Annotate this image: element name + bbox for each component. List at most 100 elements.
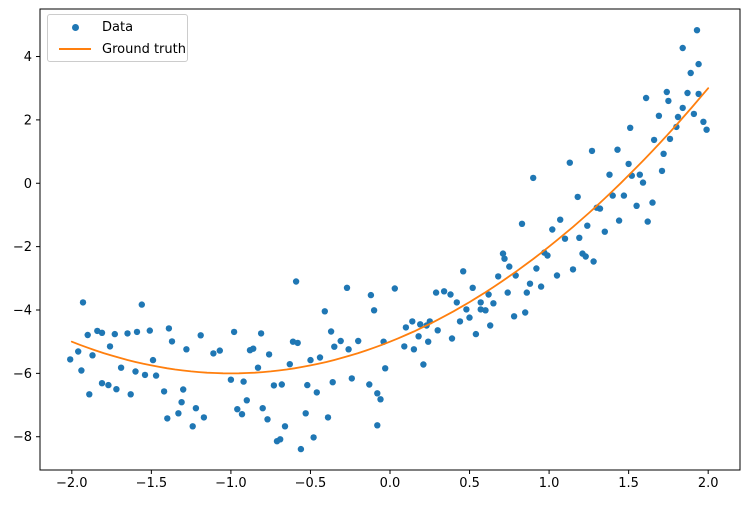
- data-point: [561, 235, 569, 242]
- data-point: [270, 382, 278, 389]
- data-point: [615, 217, 623, 224]
- x-tick-label: −2.0: [56, 476, 88, 491]
- data-point: [234, 406, 241, 413]
- y-tick-label: 0: [24, 177, 32, 192]
- data-point: [113, 386, 120, 393]
- data-point: [660, 150, 667, 157]
- data-point: [409, 318, 416, 325]
- data-point: [417, 321, 424, 328]
- data-point: [316, 354, 324, 361]
- data-point: [180, 386, 187, 393]
- data-point: [210, 350, 217, 357]
- y-tick-label: 4: [24, 50, 32, 65]
- data-point: [127, 391, 134, 398]
- data-point: [160, 388, 168, 395]
- data-point: [189, 423, 196, 430]
- data-point: [434, 327, 441, 334]
- data-point: [425, 338, 432, 345]
- data-point: [382, 365, 389, 372]
- data-point: [530, 174, 537, 182]
- data-point: [537, 283, 545, 290]
- data-point: [133, 328, 141, 336]
- data-point: [370, 307, 378, 314]
- data-point: [401, 343, 408, 350]
- data-point: [533, 265, 540, 272]
- data-point: [111, 330, 119, 338]
- data-point: [448, 335, 456, 342]
- data-point: [636, 171, 643, 178]
- data-point: [453, 299, 460, 306]
- data-point: [477, 306, 484, 313]
- data-point: [649, 199, 656, 206]
- data-point: [343, 284, 351, 291]
- data-point: [625, 160, 632, 168]
- data-point: [522, 309, 529, 316]
- data-point: [277, 436, 284, 443]
- data-point: [447, 291, 454, 298]
- data-point: [192, 405, 200, 412]
- data-point: [510, 313, 518, 320]
- data-point: [576, 234, 583, 241]
- data-point: [257, 330, 265, 337]
- data-point: [557, 216, 564, 223]
- data-point: [463, 306, 470, 313]
- data-point: [264, 416, 271, 423]
- data-point: [355, 337, 362, 345]
- data-point: [374, 390, 381, 397]
- data-point: [138, 301, 145, 308]
- data-point: [106, 343, 114, 350]
- x-tick-label: 1.0: [539, 476, 560, 491]
- data-point: [98, 329, 106, 336]
- data-point: [606, 171, 613, 178]
- data-point: [329, 379, 336, 386]
- data-point: [544, 252, 551, 259]
- x-tick-label: 1.5: [618, 476, 639, 491]
- x-tick-label: −0.5: [295, 476, 327, 491]
- data-point: [265, 351, 273, 358]
- data-point: [337, 337, 344, 345]
- data-point: [655, 112, 663, 120]
- data-point: [164, 415, 171, 422]
- data-point: [679, 44, 686, 52]
- data-point: [79, 299, 87, 306]
- y-tick-label: −6: [13, 367, 32, 382]
- data-point: [695, 60, 702, 68]
- y-tick-label: −2: [13, 240, 32, 255]
- y-tick-label: 2: [24, 113, 32, 128]
- y-tick-label: −8: [13, 430, 32, 445]
- data-point: [124, 330, 131, 337]
- y-tick-label: −4: [13, 303, 32, 318]
- legend-label-data: Data: [102, 19, 134, 35]
- data-point: [666, 135, 674, 143]
- data-point: [175, 410, 182, 417]
- data-point: [345, 346, 352, 353]
- data-point: [469, 284, 476, 291]
- data-point: [75, 348, 82, 355]
- data-point: [331, 343, 338, 350]
- data-point: [584, 222, 591, 229]
- data-point: [590, 258, 597, 265]
- data-point: [117, 364, 125, 371]
- data-point: [278, 381, 285, 388]
- data-point: [679, 104, 686, 112]
- data-point: [84, 331, 91, 339]
- data-point: [495, 273, 502, 280]
- data-point: [178, 399, 185, 406]
- data-point: [377, 396, 384, 403]
- data-point: [238, 411, 246, 418]
- data-point: [466, 314, 473, 321]
- data-point: [633, 202, 640, 209]
- data-point: [402, 324, 410, 331]
- data-point: [227, 376, 235, 383]
- data-point: [67, 356, 74, 363]
- data-point: [302, 410, 309, 417]
- data-point: [254, 364, 262, 371]
- data-point: [609, 192, 616, 199]
- ground-truth-curve: [70, 87, 710, 375]
- data-point: [348, 375, 355, 382]
- data-point: [146, 327, 153, 334]
- data-point: [650, 136, 658, 144]
- data-marker-icon: [56, 23, 94, 31]
